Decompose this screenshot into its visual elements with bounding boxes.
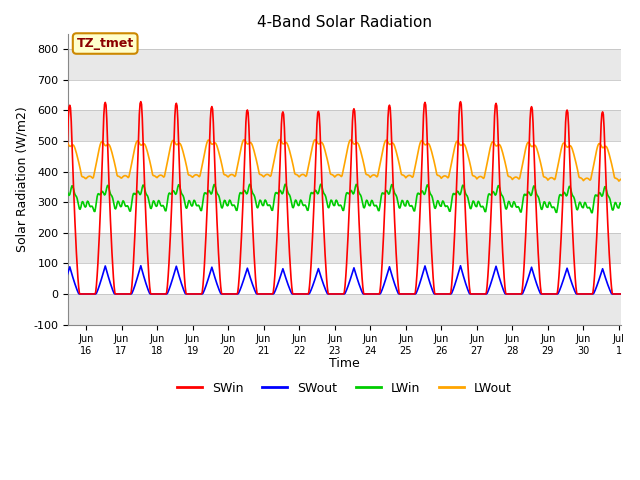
X-axis label: Time: Time bbox=[329, 357, 360, 370]
Bar bbox=[68, 141, 621, 172]
Y-axis label: Solar Radiation (W/m2): Solar Radiation (W/m2) bbox=[15, 107, 28, 252]
Text: TZ_tmet: TZ_tmet bbox=[77, 37, 134, 50]
Bar bbox=[68, 49, 621, 80]
Bar bbox=[68, 172, 621, 202]
Bar bbox=[68, 202, 621, 233]
Title: 4-Band Solar Radiation: 4-Band Solar Radiation bbox=[257, 15, 432, 30]
Bar bbox=[68, 80, 621, 110]
Legend: SWin, SWout, LWin, LWout: SWin, SWout, LWin, LWout bbox=[172, 377, 517, 400]
Bar bbox=[68, 110, 621, 141]
Bar bbox=[68, 233, 621, 264]
Bar bbox=[68, 264, 621, 294]
Bar bbox=[68, 294, 621, 324]
